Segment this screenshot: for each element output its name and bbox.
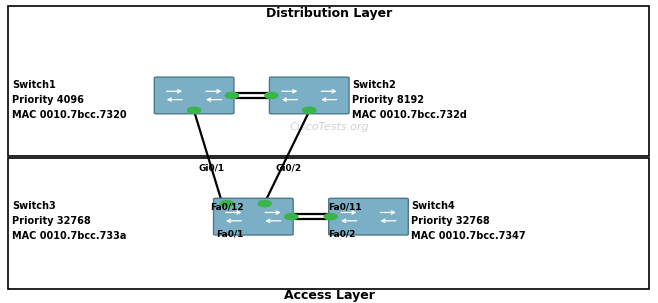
Text: Gi0/2: Gi0/2 [275, 164, 301, 173]
Text: Switch3
Priority 32768
MAC 0010.7bcc.733a: Switch3 Priority 32768 MAC 0010.7bcc.733… [12, 201, 126, 241]
Text: Gi0/1: Gi0/1 [199, 164, 225, 173]
Text: Switch4
Priority 32768
MAC 0010.7bcc.7347: Switch4 Priority 32768 MAC 0010.7bcc.734… [411, 201, 526, 241]
Circle shape [303, 107, 316, 113]
Circle shape [324, 214, 338, 220]
Text: Fa0/12: Fa0/12 [210, 202, 243, 211]
Circle shape [220, 201, 234, 207]
Circle shape [265, 92, 278, 98]
Text: Switch2
Priority 8192
MAC 0010.7bcc.732d: Switch2 Priority 8192 MAC 0010.7bcc.732d [352, 80, 467, 120]
Circle shape [225, 92, 238, 98]
Text: Fa0/1: Fa0/1 [216, 229, 243, 238]
Text: Switch1
Priority 4096
MAC 0010.7bcc.7320: Switch1 Priority 4096 MAC 0010.7bcc.7320 [12, 80, 126, 120]
Text: Access Layer: Access Layer [284, 289, 374, 302]
FancyBboxPatch shape [269, 77, 349, 114]
Text: Fa0/11: Fa0/11 [328, 202, 361, 211]
Circle shape [258, 201, 271, 207]
Text: Distribution Layer: Distribution Layer [266, 7, 392, 20]
FancyBboxPatch shape [8, 6, 649, 156]
FancyBboxPatch shape [213, 198, 293, 235]
Text: Fa0/2: Fa0/2 [328, 229, 355, 238]
Circle shape [188, 107, 201, 113]
FancyBboxPatch shape [8, 158, 649, 289]
FancyBboxPatch shape [154, 77, 234, 114]
Circle shape [285, 214, 297, 220]
Text: CiscoTests.org: CiscoTests.org [289, 122, 369, 132]
FancyBboxPatch shape [329, 198, 408, 235]
